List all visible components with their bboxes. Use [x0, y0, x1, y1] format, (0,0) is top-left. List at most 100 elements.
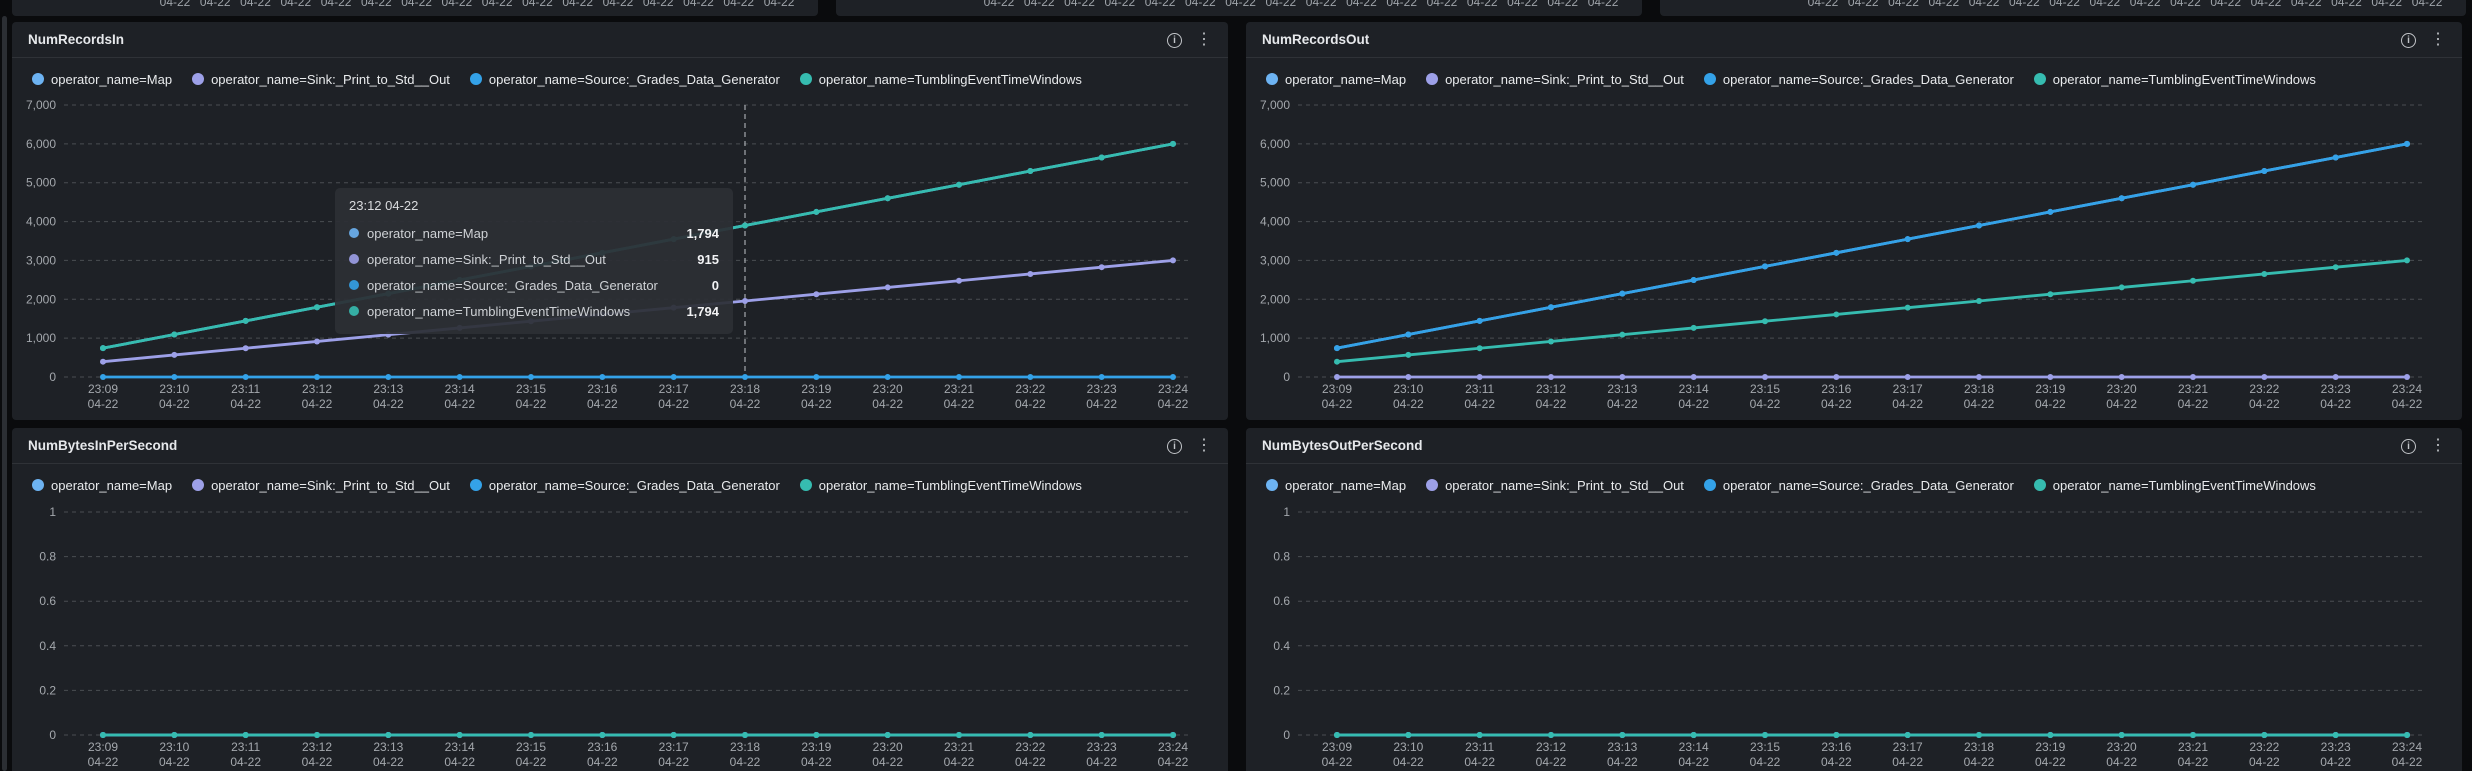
series-point	[1169, 140, 1176, 147]
legend-item-1[interactable]: operator_name=Map	[1266, 478, 1406, 493]
kebab-menu-icon[interactable]: ⋮	[2430, 31, 2446, 48]
x-axis-label-time: 23:09	[1322, 382, 1352, 396]
legend-item-2[interactable]: operator_name=Sink:_Print_to_Std__Out	[1426, 72, 1684, 87]
x-axis-label-date: 04-22	[1086, 397, 1117, 411]
date-label: 04-22	[360, 0, 392, 9]
legend-item-2[interactable]: operator_name=Sink:_Print_to_Std__Out	[1426, 478, 1684, 493]
x-axis-label-time: 23:19	[801, 740, 831, 754]
info-icon[interactable]: i	[2401, 438, 2416, 454]
x-axis-label-time: 23:22	[2249, 740, 2279, 754]
legend-label: operator_name=Sink:_Print_to_Std__Out	[1445, 477, 1684, 493]
info-icon[interactable]: i	[2401, 32, 2416, 48]
series-point	[599, 374, 606, 380]
legend-item-4[interactable]: operator_name=TumblingEventTimeWindows	[799, 478, 1082, 493]
series-point	[741, 732, 748, 738]
x-axis-label-date: 04-22	[872, 397, 903, 411]
legend-item-1[interactable]: operator_name=Map	[1266, 72, 1406, 87]
x-axis-label-time: 23:16	[587, 740, 617, 754]
date-label: 04-22	[1968, 0, 2000, 9]
date-label: 04-22	[1547, 0, 1579, 9]
chart-canvas[interactable]: 0 1,000 2,000 3,000 4,000 5,000 6,000 7,000 23:0…	[12, 96, 1228, 420]
kebab-menu-icon[interactable]: ⋮	[1196, 437, 1212, 454]
legend-dot	[1426, 479, 1439, 491]
series-point	[2118, 195, 2125, 202]
x-axis-label-time: 23:21	[944, 382, 974, 396]
x-axis-label-date: 04-22	[2249, 397, 2280, 411]
y-axis-label: 1,000	[26, 331, 56, 345]
kebab-menu-icon[interactable]: ⋮	[2430, 437, 2446, 454]
legend-item-3[interactable]: operator_name=Source:_Grades_Data_Genera…	[1703, 72, 2014, 87]
x-axis-label-time: 23:13	[1607, 382, 1637, 396]
x-axis-label-date: 04-22	[730, 397, 761, 411]
legend-item-2[interactable]: operator_name=Sink:_Print_to_Std__Out	[192, 478, 450, 493]
series-point	[813, 291, 820, 298]
date-label: 04-22	[240, 0, 271, 9]
x-axis-label-time: 23:21	[944, 740, 974, 754]
series-point	[2332, 732, 2339, 738]
series-point	[1169, 732, 1176, 738]
legend-item-4[interactable]: operator_name=TumblingEventTimeWindows	[2033, 478, 2316, 493]
x-axis-label-time: 23:24	[2392, 740, 2422, 754]
series-point	[1975, 732, 1982, 738]
legend-label: operator_name=TumblingEventTimeWindows	[818, 71, 1082, 87]
x-axis-label-date: 04-22	[1158, 755, 1189, 769]
y-axis-label: 0	[49, 370, 56, 384]
series-point	[1833, 374, 1840, 380]
series-point	[1098, 264, 1105, 271]
series-point	[100, 358, 106, 365]
x-axis-label-time: 23:16	[587, 382, 617, 396]
x-axis-label-time: 23:13	[1607, 740, 1637, 754]
x-axis-label-time: 23:21	[2178, 382, 2208, 396]
legend-item-2[interactable]: operator_name=Sink:_Print_to_Std__Out	[192, 72, 450, 87]
series-point	[242, 317, 249, 324]
x-axis-label-time: 23:15	[1750, 382, 1780, 396]
series-point	[670, 374, 677, 380]
tooltip-series-dot	[349, 254, 359, 264]
x-axis-label-date: 04-22	[1393, 755, 1424, 769]
legend-dot	[1426, 73, 1439, 85]
x-axis-label-time: 23:19	[2035, 740, 2065, 754]
legend-item-1[interactable]: operator_name=Map	[32, 478, 172, 493]
y-axis-label: 1	[49, 505, 56, 519]
tooltip-series-value: 915	[697, 251, 719, 267]
chart-canvas[interactable]: 00.20.40.60.8123:0904-2223:1004-2223:110…	[1246, 502, 2462, 771]
series-point	[2118, 284, 2125, 291]
legend-item-3[interactable]: operator_name=Source:_Grades_Data_Genera…	[469, 478, 780, 493]
x-axis-label-time: 23:22	[2249, 382, 2279, 396]
chart-area: 0 0.2 0.4 0.6 0.8 1 23:09 04-22 23:10 04-22 23:11 0…	[1246, 502, 2462, 771]
chart-legend: operator_name=Map operator_name=Sink:_Pri…	[1266, 68, 2316, 90]
tooltip-title: 23:12 04-22	[349, 198, 419, 213]
legend-dot	[1266, 479, 1278, 491]
x-axis-label-date: 04-22	[2320, 755, 2351, 769]
x-axis-label-date: 04-22	[1821, 397, 1852, 411]
info-icon[interactable]: i	[1167, 438, 1182, 454]
series-point	[1334, 732, 1340, 738]
series-point	[1098, 154, 1105, 161]
series-point	[955, 374, 962, 380]
legend-dot	[192, 479, 205, 491]
legend-item-4[interactable]: operator_name=TumblingEventTimeWindows	[2033, 72, 2316, 87]
x-axis-label-date: 04-22	[587, 397, 618, 411]
series-point	[2332, 264, 2339, 271]
chart-canvas[interactable]: 0 1,000 2,000 3,000 4,000 5,000 6,000 7,000 23:0…	[1246, 96, 2462, 420]
legend-item-1[interactable]: operator_name=Map	[32, 72, 172, 87]
legend-item-4[interactable]: operator_name=TumblingEventTimeWindows	[799, 71, 1082, 87]
x-axis-label-date: 04-22	[230, 755, 261, 769]
chart-canvas[interactable]: 00.20.40.60.8123:0904-2223:1004-2223:110…	[12, 502, 1228, 771]
legend-item-3[interactable]: operator_name=Source:_Grades_Data_Genera…	[1703, 478, 2014, 493]
series-point	[171, 351, 178, 358]
series-point	[955, 181, 962, 188]
panel-numbytesoutpersecond: NumBytesOutPerSecond i ⋮ operator_name=Map o…	[1246, 428, 2462, 771]
series-point	[955, 277, 962, 284]
series-point	[1690, 374, 1697, 380]
x-axis-label-time: 23:18	[1964, 382, 1994, 396]
series-point	[955, 732, 962, 738]
date-label: 04-22	[602, 0, 634, 9]
date-label: 04-22	[2008, 0, 2040, 9]
tooltip-series-name: operator_name=TumblingEventTimeWindows	[367, 303, 631, 319]
series-point	[1476, 317, 1483, 324]
info-icon[interactable]: i	[1167, 32, 1182, 48]
legend-item-3[interactable]: operator_name=Source:_Grades_Data_Genera…	[469, 72, 780, 87]
series-point	[2118, 732, 2125, 738]
kebab-menu-icon[interactable]: ⋮	[1196, 31, 1212, 48]
